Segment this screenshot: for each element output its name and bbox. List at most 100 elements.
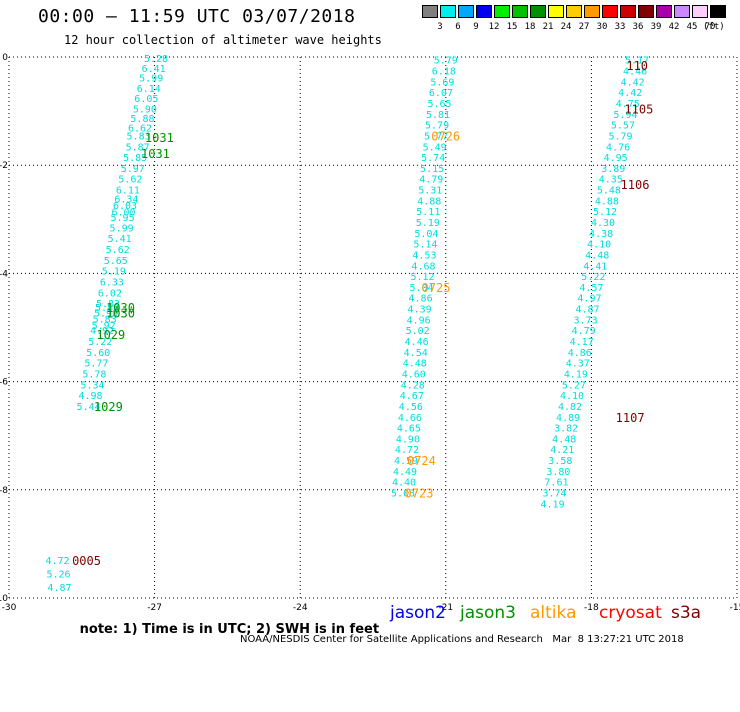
wave-height-value: 5.03 [391,489,415,500]
wave-height-value: 4.56 [399,402,423,413]
wave-height-value: 5.92 [92,321,116,332]
wave-height-value: 4.39 [408,305,432,316]
wave-height-value: 5.77 [424,131,448,142]
wave-height-value: 5.79 [425,121,449,132]
wave-height-value: 5.22 [88,337,112,348]
wave-height-value: 6.34 [114,195,138,206]
color-scale-label: 3 [437,22,443,32]
plot-grid [8,56,738,599]
wave-height-value: 4.37 [566,359,590,370]
wave-height-value: 5.83 [96,299,120,310]
wave-height-value: 4.54 [404,348,428,359]
color-swatch [494,5,510,18]
wave-height-value: 5.60 [86,348,110,359]
wave-height-value: 5.22 [581,272,605,283]
wave-height-value: 5.74 [421,153,445,164]
wave-height-value: 4.82 [558,402,582,413]
wave-height-value: 5.78 [82,369,106,380]
footer-credit: NOAA/NESDIS Center for Satellite Applica… [240,634,684,645]
color-scale-label: 24 [560,22,572,32]
plot-marks: 5.286.415.996.146.055.905.886.625.835.87… [45,54,653,594]
wave-height-value: 5.90 [133,104,157,115]
wave-height-value: 5.85 [123,153,147,164]
wave-height-value: 5.17 [625,56,649,67]
color-scale-label: 9 [473,22,479,32]
chart-title: 00:00 – 11:59 UTC 03/07/2018 [38,6,356,27]
color-scale-label: 15 [506,22,518,32]
color-swatch [476,5,492,18]
legend-jason3: jason3 [460,603,516,623]
wave-height-value: 5.88 [130,114,154,125]
wave-height-value: 5.02 [406,326,430,337]
wave-height-value: 4.10 [560,391,584,402]
y-tick-label: -2 [0,161,8,171]
wave-height-value: 5.62 [106,245,130,256]
wave-height-value: 5.99 [139,74,163,85]
color-swatch [656,5,672,18]
wave-height-value: 4.86 [409,294,433,305]
wave-height-value: 4.76 [606,142,630,153]
wave-height-value: 4.60 [402,369,426,380]
wave-height-value: 6.11 [116,186,140,197]
wave-height-value: 4.48 [552,434,576,445]
wave-height-value: 4.90 [396,434,420,445]
legend-altika: altika [530,603,577,623]
color-swatch [620,5,636,18]
pass-time-label: 1029 [96,328,125,342]
color-swatch [440,5,456,18]
wave-height-value: 6.18 [432,67,456,78]
wave-height-value: 3.82 [554,424,578,435]
wave-height-value: 5.97 [121,164,145,175]
x-tick-label: -18 [584,603,599,613]
wave-height-value: 3.74 [542,489,566,500]
color-swatch [638,5,654,18]
wave-height-plot: -30-27-24-21-18-150-2-4-6-8-10 5.286.415… [0,53,740,613]
wave-height-value: 4.35 [599,175,623,186]
wave-height-value: 4.19 [564,369,588,380]
wave-height-value: 4.38 [589,229,613,240]
color-swatch [584,5,600,18]
y-tick-label: -6 [0,378,8,388]
wave-height-value: 5.19 [416,218,440,229]
wave-height-value: 5.95 [111,213,135,224]
pass-time-label: 1031 [145,131,174,145]
pass-time-label: 0726 [431,129,460,143]
pass-time-label: 110 [626,59,648,73]
wave-height-value: 5.83 [127,131,151,142]
wave-height-value: 4.68 [411,261,435,272]
wave-height-value: 6.02 [98,288,122,299]
legend-cryosat: cryosat [599,603,662,623]
wave-height-value: 5.11 [416,207,440,218]
color-scale-label: 6 [455,22,461,32]
wave-height-value: 4.88 [417,196,441,207]
wave-height-value: 5.90 [94,308,118,319]
wave-height-value: 4.59 [394,456,418,467]
wave-height-value: 4.95 [604,153,628,164]
wave-height-value: 5.79 [608,131,632,142]
legend-jason2: jason2 [390,603,446,623]
color-swatch [422,5,438,18]
wave-height-value: 6.33 [100,278,124,289]
wave-height-value: 5.79 [434,56,458,67]
wave-height-value: 4.48 [585,250,609,261]
wave-height-value: 4.49 [393,467,417,478]
wave-height-value: 4.86 [568,348,592,359]
wave-height-value: 5.57 [611,121,635,132]
x-tick-label: -24 [293,603,308,613]
pass-time-label: 1030 [106,301,135,315]
wave-height-value: 4.92 [90,326,114,337]
pass-time-label: 0005 [72,554,101,568]
wave-height-value: 4.67 [400,391,424,402]
wave-height-value: 7.61 [544,478,568,489]
wave-height-value: 5.89 [95,303,119,314]
wave-height-value: 4.28 [401,380,425,391]
x-tick-label: -15 [730,603,740,613]
wave-height-value: 4.65 [397,424,421,435]
wave-height-value: 4.19 [541,499,565,510]
color-scale-label: 21 [542,22,554,32]
wave-height-value: 6.00 [111,208,135,219]
note-text: note: 1) Time is in UTC; 2) SWH is in fe… [79,622,380,637]
wave-height-value: 5.14 [413,240,437,251]
wave-height-value: 6.62 [128,123,152,134]
wave-height-value: 3.73 [574,315,598,326]
